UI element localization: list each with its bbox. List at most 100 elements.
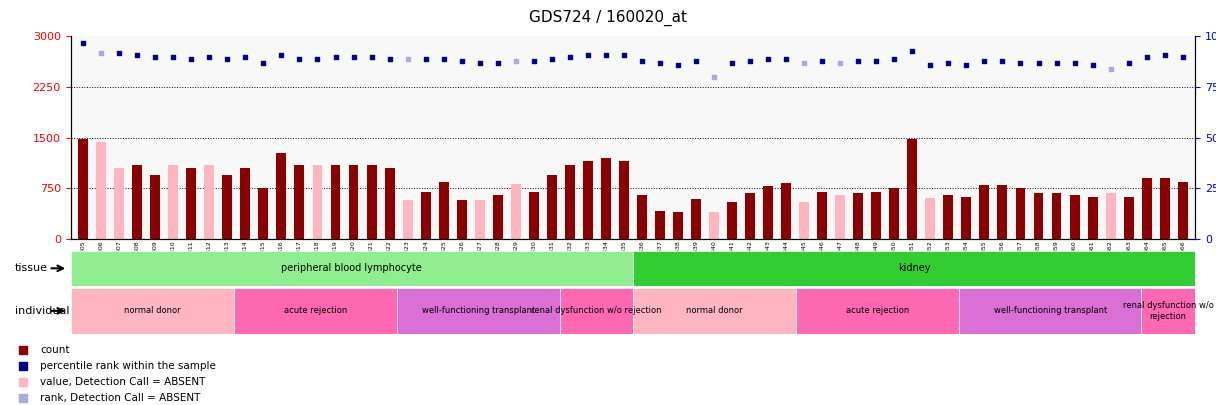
Bar xyxy=(925,198,935,239)
Bar xyxy=(1141,288,1195,334)
Point xyxy=(469,60,489,66)
Bar xyxy=(997,185,1007,239)
Bar xyxy=(691,199,700,239)
Point xyxy=(1100,66,1120,72)
Point xyxy=(271,51,291,58)
Text: tissue: tissue xyxy=(15,263,47,273)
Point xyxy=(362,53,382,60)
Bar xyxy=(745,193,755,239)
Point xyxy=(596,51,615,58)
Bar xyxy=(204,165,214,239)
Point xyxy=(452,58,472,64)
Bar xyxy=(796,288,959,334)
Text: count: count xyxy=(40,345,69,355)
Point xyxy=(1029,60,1048,66)
Bar xyxy=(384,168,394,239)
Point xyxy=(939,60,958,66)
Point xyxy=(398,55,417,62)
Point xyxy=(794,60,814,66)
Point xyxy=(434,55,454,62)
Bar xyxy=(71,251,634,286)
Bar xyxy=(398,288,561,334)
Bar xyxy=(835,195,845,239)
Text: well-functioning transplant: well-functioning transplant xyxy=(422,306,535,315)
Point xyxy=(416,55,435,62)
Bar xyxy=(71,288,233,334)
Point xyxy=(992,58,1012,64)
Point xyxy=(632,58,652,64)
Text: individual: individual xyxy=(15,306,69,316)
Text: normal donor: normal donor xyxy=(686,306,743,315)
Point xyxy=(759,55,778,62)
Text: renal dysfunction w/o
rejection: renal dysfunction w/o rejection xyxy=(1122,301,1214,320)
Point xyxy=(1173,53,1193,60)
Bar xyxy=(241,168,250,239)
Bar xyxy=(474,200,485,239)
Point xyxy=(867,58,886,64)
Point xyxy=(849,58,868,64)
Point xyxy=(1155,51,1175,58)
Bar xyxy=(151,175,161,239)
Point xyxy=(741,58,760,64)
Point xyxy=(884,55,903,62)
Point xyxy=(326,53,345,60)
Bar xyxy=(962,197,972,239)
Point xyxy=(308,55,327,62)
Point xyxy=(412,308,432,314)
Text: rank, Detection Call = ABSENT: rank, Detection Call = ABSENT xyxy=(40,393,201,403)
Bar xyxy=(133,165,142,239)
Text: kidney: kidney xyxy=(897,263,930,273)
Bar xyxy=(402,200,412,239)
Point xyxy=(722,60,742,66)
Bar xyxy=(1160,178,1170,239)
Point xyxy=(651,60,670,66)
Point xyxy=(506,58,525,64)
Point xyxy=(975,58,995,64)
Bar xyxy=(349,165,359,239)
Bar xyxy=(889,188,900,239)
Text: acute rejection: acute rejection xyxy=(846,306,910,315)
Bar xyxy=(727,202,737,239)
Bar xyxy=(872,192,882,239)
Bar xyxy=(366,165,377,239)
Point xyxy=(379,55,399,62)
Bar xyxy=(582,161,593,239)
Text: normal donor: normal donor xyxy=(124,306,180,315)
Point xyxy=(146,53,165,60)
Bar xyxy=(1034,193,1043,239)
Bar xyxy=(634,251,1195,286)
Bar xyxy=(959,288,1141,334)
Point xyxy=(524,58,544,64)
Bar xyxy=(561,288,634,334)
Point xyxy=(578,51,597,58)
Bar xyxy=(1105,193,1115,239)
Text: GDS724 / 160020_at: GDS724 / 160020_at xyxy=(529,10,687,26)
Bar xyxy=(799,202,809,239)
Bar xyxy=(457,200,467,239)
Bar xyxy=(259,188,269,239)
Point xyxy=(777,55,796,62)
Text: well-functioning transplant: well-functioning transplant xyxy=(993,306,1107,315)
Point xyxy=(412,16,432,23)
Text: acute rejection: acute rejection xyxy=(283,306,347,315)
Text: value, Detection Call = ABSENT: value, Detection Call = ABSENT xyxy=(40,377,206,387)
Bar xyxy=(1178,181,1188,239)
Point xyxy=(704,74,724,80)
Point xyxy=(181,55,201,62)
Point xyxy=(344,53,364,60)
Point xyxy=(1137,53,1156,60)
Bar xyxy=(223,175,232,239)
Bar xyxy=(619,161,629,239)
Bar xyxy=(637,195,647,239)
Point xyxy=(73,39,92,46)
Bar xyxy=(565,165,575,239)
Bar xyxy=(634,288,796,334)
Bar xyxy=(655,211,665,239)
Point xyxy=(199,53,219,60)
Point xyxy=(254,60,274,66)
Text: percentile rank within the sample: percentile rank within the sample xyxy=(40,361,216,371)
Bar xyxy=(979,185,990,239)
Point xyxy=(902,47,922,54)
Point xyxy=(812,58,832,64)
Point xyxy=(1065,60,1085,66)
